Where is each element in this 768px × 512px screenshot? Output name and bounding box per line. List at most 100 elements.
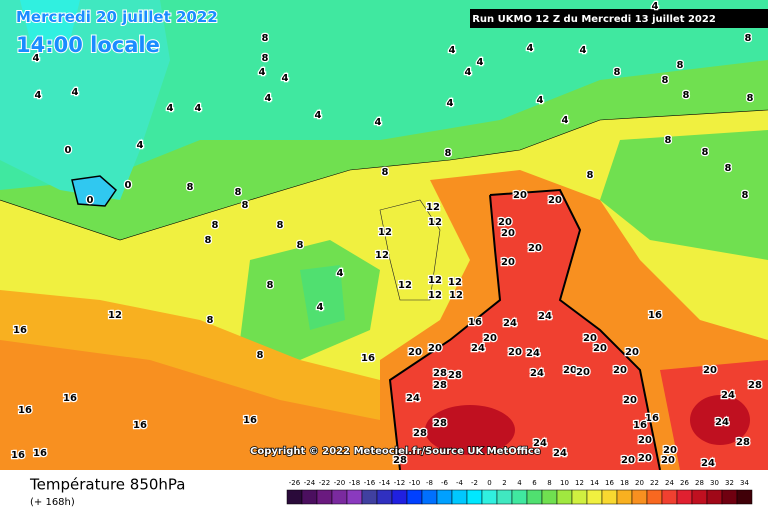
scale-label: 2 [502, 479, 506, 487]
scale-label: -8 [426, 479, 433, 487]
scale-label: 34 [740, 479, 749, 487]
contour-label: 24 [715, 417, 729, 428]
scale-swatch [421, 489, 438, 505]
contour-label: 28 [448, 370, 462, 381]
contour-label: 8 [277, 220, 284, 231]
contour-label: 20 [593, 343, 607, 354]
contour-label: 24 [503, 318, 517, 329]
contour-label: 12 [428, 217, 442, 228]
contour-label: 16 [18, 405, 32, 416]
contour-label: 16 [11, 450, 25, 461]
contour-label: 20 [563, 365, 577, 376]
contour-label: 12 [375, 250, 389, 261]
contour-label: 0 [65, 145, 72, 156]
scale-swatch [631, 489, 648, 505]
scale-swatch [601, 489, 618, 505]
contour-label: 8 [382, 167, 389, 178]
contour-label: 28 [413, 428, 427, 439]
contour-label: 8 [262, 53, 269, 64]
contour-label: 8 [267, 280, 274, 291]
contour-label: 8 [614, 67, 621, 78]
contour-label: 20 [501, 228, 515, 239]
contour-label: 20 [576, 367, 590, 378]
contour-label: 12 [426, 202, 440, 213]
contour-label: 8 [725, 163, 732, 174]
scale-swatch [466, 489, 483, 505]
scale-label: -4 [456, 479, 464, 487]
scale-label: 30 [710, 479, 719, 487]
footer-title: Température 850hPa [29, 476, 186, 494]
contour-label: 20 [508, 347, 522, 358]
scale-label: -20 [334, 479, 345, 487]
map-background [0, 0, 768, 471]
contour-label: 16 [133, 420, 147, 431]
forecast-date: Mercredi 20 juillet 2022 [16, 8, 218, 26]
scale-swatch [526, 489, 543, 505]
footer-lead: (+ 168h) [30, 497, 75, 508]
scale-swatch [571, 489, 588, 505]
contour-label: 28 [736, 437, 750, 448]
copyright: Copyright © 2022 Meteociel.fr/Source UK … [250, 446, 541, 457]
contour-label: 20 [528, 243, 542, 254]
contour-label: 24 [533, 438, 547, 449]
contour-label: 4 [337, 268, 344, 279]
scale-label: 18 [620, 479, 629, 487]
scale-swatch [706, 489, 723, 505]
contour-label: 8 [235, 187, 242, 198]
contour-label: 4 [265, 93, 272, 104]
contour-label: 4 [447, 98, 454, 109]
scale-label: -14 [379, 479, 391, 487]
scale-swatch [511, 489, 528, 505]
scale-swatch [286, 489, 303, 505]
contour-label: 20 [625, 347, 639, 358]
contour-label: 20 [513, 190, 527, 201]
scale-swatch [646, 489, 663, 505]
scale-swatch [736, 489, 753, 505]
scale-label: 28 [695, 479, 704, 487]
contour-label: 4 [195, 103, 202, 114]
contour-label: 16 [33, 448, 47, 459]
contour-label: 24 [526, 348, 540, 359]
contour-label: 20 [638, 453, 652, 464]
contour-label: 8 [745, 33, 752, 44]
contour-label: 16 [648, 310, 662, 321]
contour-label: 20 [501, 257, 515, 268]
scale-label: 0 [487, 479, 491, 487]
contour-label: 8 [702, 147, 709, 158]
contour-label: 8 [205, 235, 212, 246]
contour-label: 20 [613, 365, 627, 376]
contour-label: 24 [701, 458, 715, 469]
scale-swatch [616, 489, 633, 505]
scale-label: -22 [319, 479, 330, 487]
contour-label: 16 [633, 420, 647, 431]
contour-label: 16 [63, 393, 77, 404]
contour-label: 4 [72, 87, 79, 98]
contour-label: 8 [677, 60, 684, 71]
scale-label: -26 [289, 479, 301, 487]
contour-label: 4 [652, 1, 659, 12]
contour-label: 20 [621, 455, 635, 466]
scale-label: 8 [547, 479, 551, 487]
contour-label: 20 [638, 435, 652, 446]
contour-label: 8 [747, 93, 754, 104]
contour-label: 12 [108, 310, 122, 321]
scale-label: -16 [364, 479, 376, 487]
scale-label: 24 [665, 479, 674, 487]
scale-label: -2 [471, 479, 478, 487]
forecast-time: 14:00 locale [16, 33, 160, 57]
scale-swatch [661, 489, 678, 505]
contour-label: 0 [125, 180, 132, 191]
contour-label: 8 [262, 33, 269, 44]
contour-label: 4 [259, 67, 266, 78]
scale-label: 20 [635, 479, 644, 487]
scale-swatch [406, 489, 423, 505]
contour-label: 16 [13, 325, 27, 336]
scale-swatch [376, 489, 393, 505]
scale-swatch [541, 489, 558, 505]
scale-label: 22 [650, 479, 659, 487]
contour-label: 4 [167, 103, 174, 114]
scale-label: 12 [575, 479, 584, 487]
contour-label: 20 [428, 343, 442, 354]
contour-label: 12 [378, 227, 392, 238]
